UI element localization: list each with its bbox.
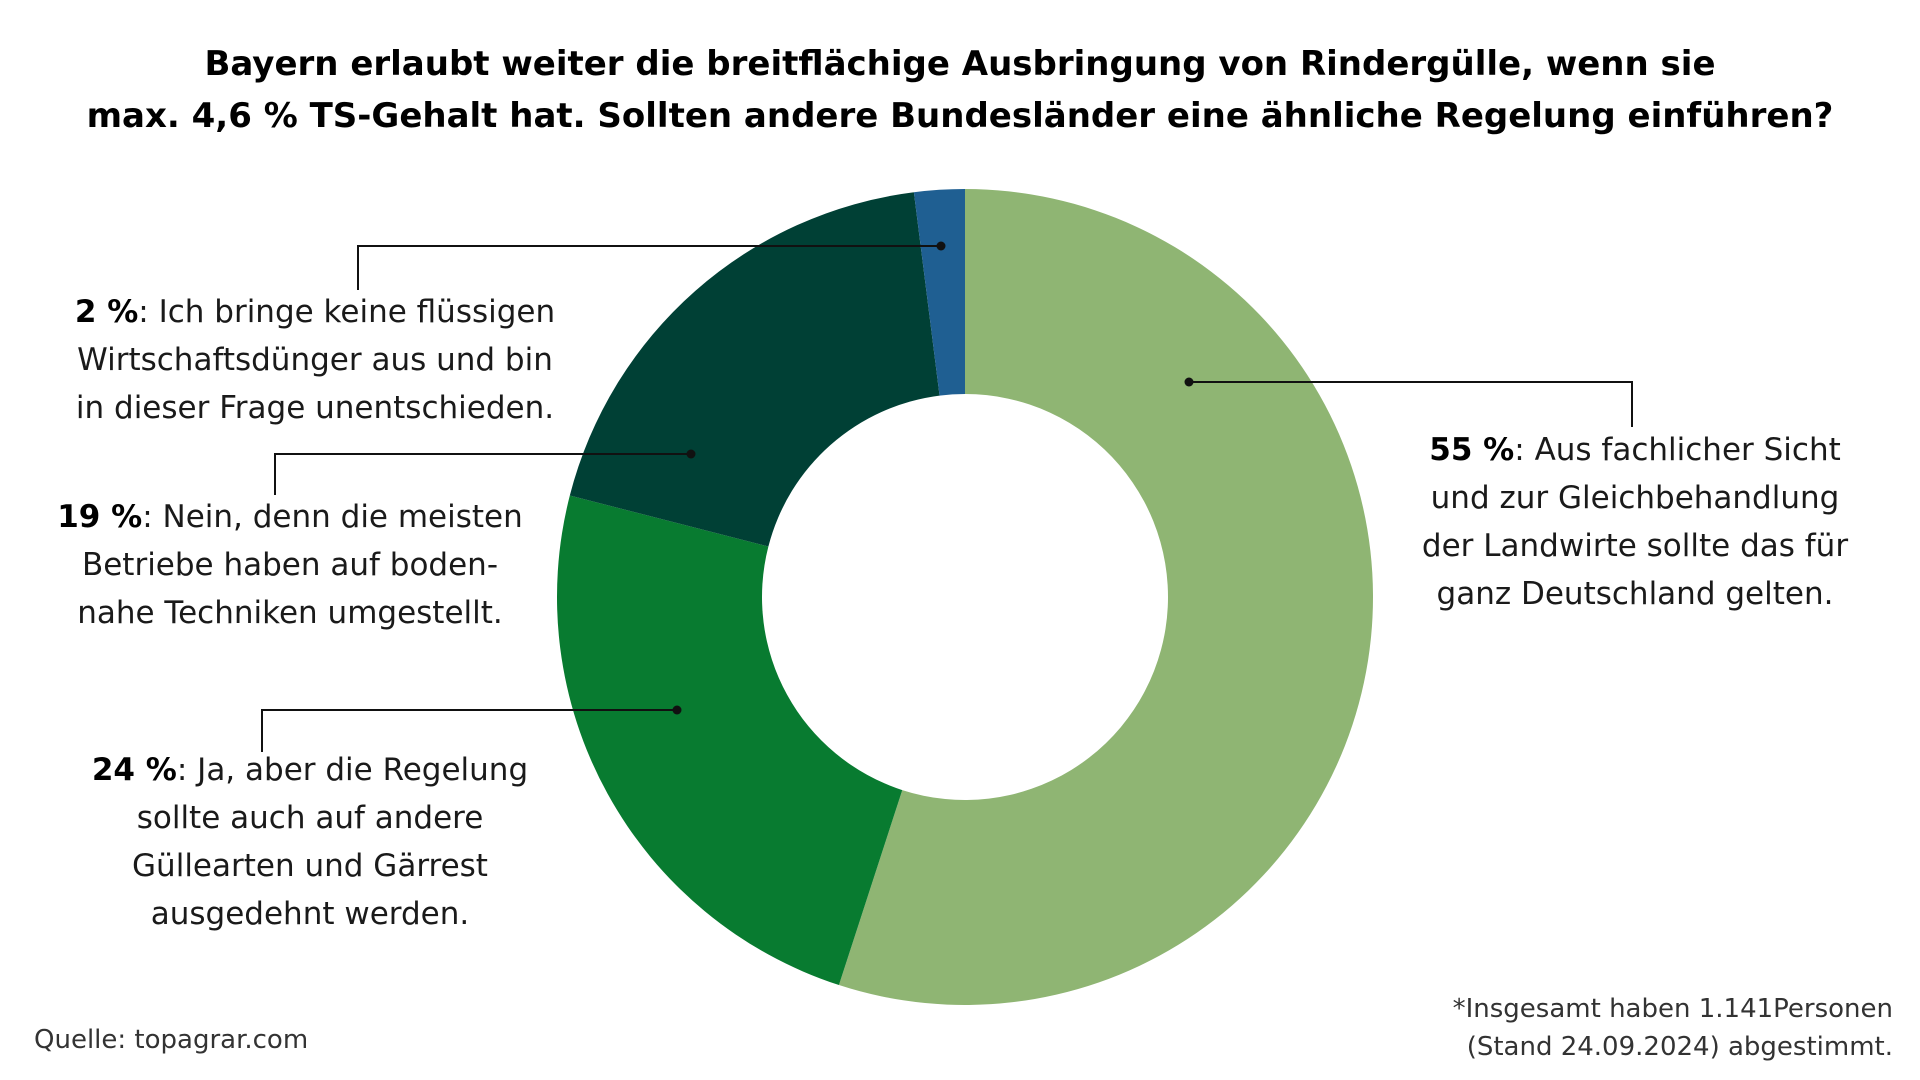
leader-2-dot bbox=[936, 241, 946, 251]
leader-lines bbox=[261, 241, 1633, 752]
slice-text-24-line-2: sollte auch auf andere bbox=[136, 800, 484, 836]
slice-text-2-line-3: in dieser Frage unentschieden. bbox=[75, 390, 555, 426]
source-text: Quelle: topagrar.com bbox=[34, 1025, 309, 1055]
donut-slices bbox=[556, 189, 1373, 1005]
slice-text-55-line-1: Aus fachlicher Sicht bbox=[1534, 432, 1841, 468]
leader-24-line bbox=[261, 709, 677, 752]
slice-text-24-line-4: ausgedehnt werden. bbox=[150, 896, 470, 932]
slice-text-55-line-3: der Landwirte sollte das für bbox=[1421, 528, 1849, 564]
footnote-line-1: *Insgesamt haben 1.141Personen bbox=[1452, 994, 1893, 1024]
leader-55-dot bbox=[1184, 377, 1194, 387]
slice-text-55-line-4: ganz Deutschland gelten. bbox=[1436, 576, 1834, 612]
footnote: *Insgesamt haben 1.141Personen (Stand 24… bbox=[1453, 990, 1893, 1066]
chart-title-line-1: Bayern erlaubt weiter die breitflächige … bbox=[204, 44, 1716, 84]
slice-text-2-line-1: Ich bringe keine flüssigen bbox=[158, 294, 556, 330]
leader-2-line bbox=[357, 245, 941, 290]
slice-text-19-line-1: Nein, denn die meisten bbox=[162, 499, 523, 535]
slice-pct-2: 2 % bbox=[74, 294, 139, 330]
slice-55 bbox=[838, 189, 1373, 1005]
slice-label-55: 55 %: Aus fachlicher Sicht und zur Gleic… bbox=[1405, 426, 1865, 618]
slice-text-19-line-2: Betriebe haben auf boden- bbox=[81, 547, 499, 583]
footnote-line-2: (Stand 24.09.2024) abgestimmt. bbox=[1466, 1032, 1893, 1062]
slice-pct-55: 55 % bbox=[1429, 432, 1515, 468]
slice-24 bbox=[556, 495, 903, 986]
slice-text-19-line-3: nahe Techniken umgestellt. bbox=[77, 595, 503, 631]
slice-label-2: 2 %: Ich bringe keine flüssigen Wirtscha… bbox=[55, 288, 575, 432]
leader-19-line bbox=[274, 453, 691, 495]
slice-text-24-line-1: Ja, aber die Regelung bbox=[197, 752, 529, 788]
slice-text-55-line-2: und zur Gleichbehandlung bbox=[1430, 480, 1840, 516]
leader-19-dot bbox=[686, 449, 696, 459]
slice-label-24: 24 %: Ja, aber die Regelung sollte auch … bbox=[70, 746, 550, 938]
leader-55-line bbox=[1189, 381, 1633, 427]
slice-pct-19: 19 % bbox=[57, 499, 143, 535]
slice-pct-24: 24 % bbox=[91, 752, 177, 788]
chart-title-line-2: max. 4,6 % TS-Gehalt hat. Sollten andere… bbox=[86, 96, 1834, 136]
slice-19 bbox=[569, 192, 940, 547]
slice-text-24-line-3: Güllearten und Gärrest bbox=[132, 848, 488, 884]
chart-title: Bayern erlaubt weiter die breitflächige … bbox=[0, 38, 1920, 142]
leader-24-dot bbox=[672, 705, 682, 715]
slice-2 bbox=[913, 189, 965, 396]
slice-label-19: 19 %: Nein, denn die meisten Betriebe ha… bbox=[45, 493, 535, 637]
slice-text-2-line-2: Wirtschaftsdünger aus und bin bbox=[77, 342, 553, 378]
